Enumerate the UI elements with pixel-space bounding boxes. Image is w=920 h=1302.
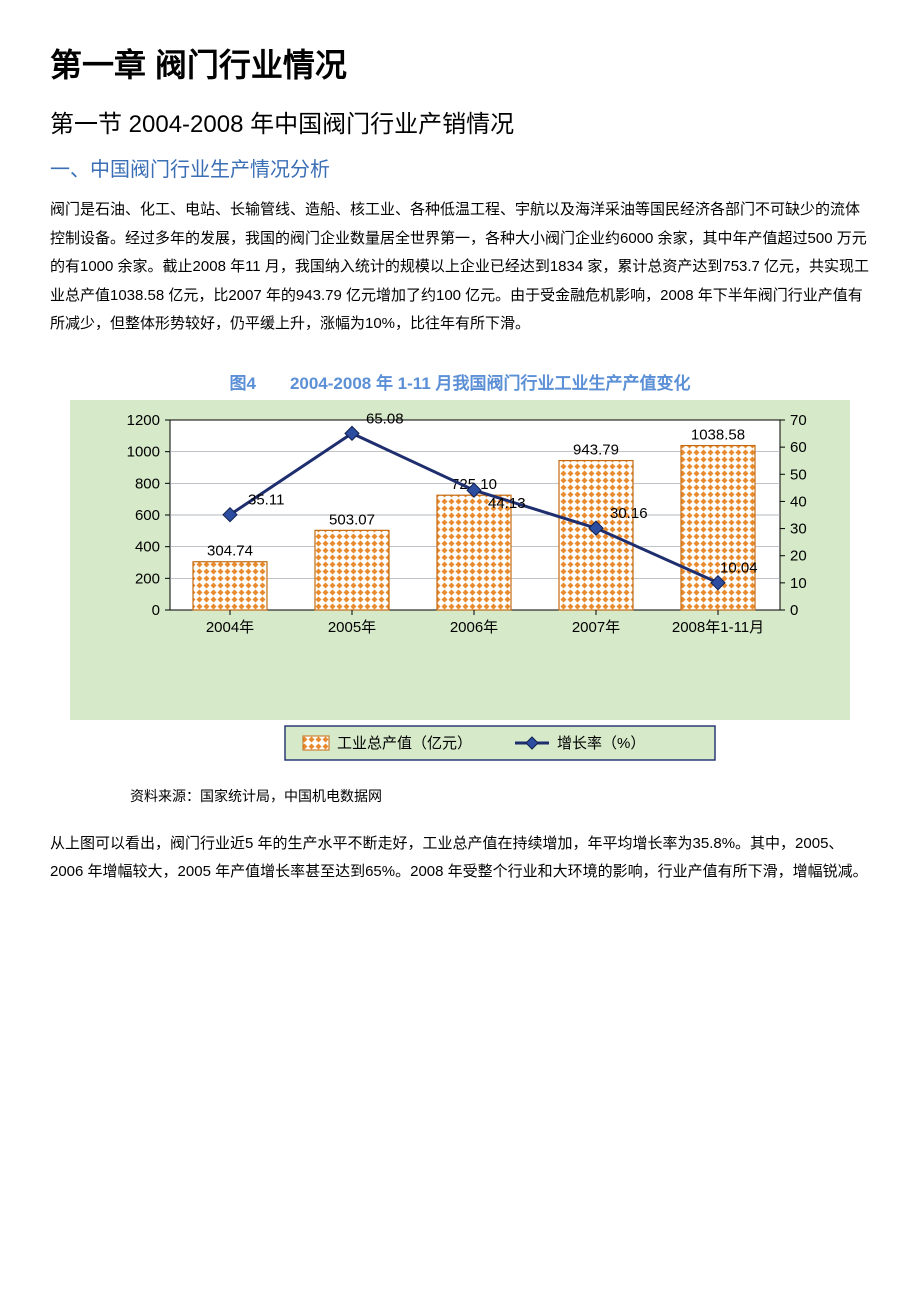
bar [437,495,511,610]
bar-value-label: 1038.58 [691,426,745,443]
bar [193,561,267,609]
chart-title: 图4 2004-2008 年 1-11 月我国阀门行业工业生产产值变化 [50,369,870,394]
svg-text:2005年: 2005年 [328,619,376,636]
combo-chart: 0 200 400 600 800 1000 1200 0 10 20 30 40 50 60 70 2004… [70,400,850,772]
svg-text:0: 0 [152,602,160,619]
line-value-label: 44.13 [488,495,526,512]
chart-source: 资料来源：国家统计局，中国机电数据网 [130,786,870,806]
legend-bar-label: 工业总产值（亿元） [337,735,472,752]
subsection-title: 一、中国阀门行业生产情况分析 [50,153,870,182]
legend-line-label: 增长率（%） [557,735,645,752]
paragraph-2: 从上图可以看出，阀门行业近5 年的生产水平不断走好，工业总产值在持续增加，年平均… [50,830,870,887]
bar-value-label: 503.07 [329,511,375,528]
svg-text:70: 70 [790,412,807,429]
svg-text:50: 50 [790,466,807,483]
svg-text:2008年1-11月: 2008年1-11月 [672,619,764,636]
svg-text:1000: 1000 [127,443,160,460]
svg-text:10: 10 [790,574,807,591]
line-value-label: 65.08 [366,410,404,427]
chapter-title: 第一章 阀门行业情况 [50,40,870,86]
svg-text:2006年: 2006年 [450,619,498,636]
line-value-label: 30.16 [610,505,648,522]
bar [315,530,389,610]
svg-text:60: 60 [790,439,807,456]
svg-text:2004年: 2004年 [206,619,254,636]
svg-text:200: 200 [135,570,160,587]
paragraph-1: 阀门是石油、化工、电站、长输管线、造船、核工业、各种低温工程、宇航以及海洋采油等… [50,196,870,339]
line-value-label: 35.11 [248,491,284,508]
svg-text:2007年: 2007年 [572,619,620,636]
bar-value-label: 304.74 [207,542,253,559]
svg-text:1200: 1200 [127,412,160,429]
section-title: 第一节 2004-2008 年中国阀门行业产销情况 [50,104,870,139]
svg-text:600: 600 [135,507,160,524]
svg-text:20: 20 [790,547,807,564]
bar-value-label: 943.79 [573,441,619,458]
line-value-label: 10.04 [720,559,758,576]
svg-text:0: 0 [790,602,798,619]
svg-text:800: 800 [135,475,160,492]
svg-text:30: 30 [790,520,807,537]
svg-text:400: 400 [135,538,160,555]
svg-text:40: 40 [790,493,807,510]
